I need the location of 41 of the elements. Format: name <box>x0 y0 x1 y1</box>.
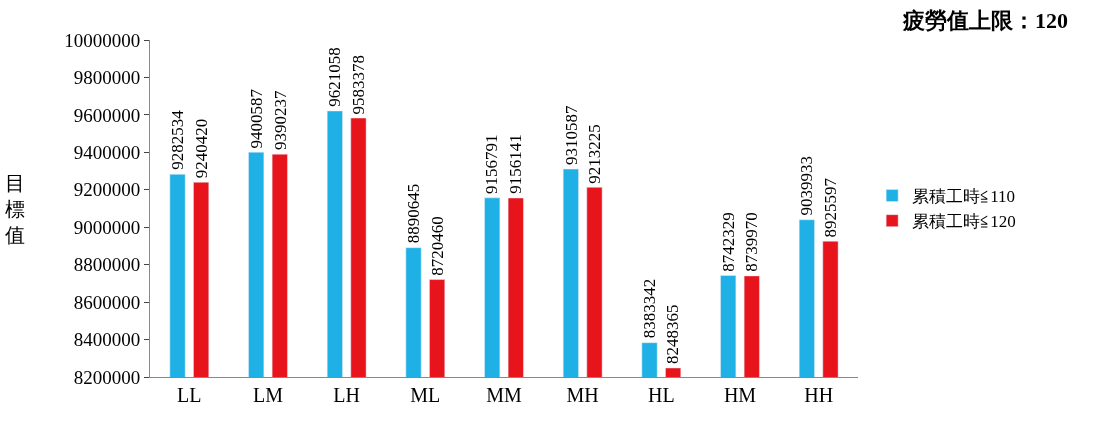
y-tick-label: 8600000 <box>73 291 141 313</box>
legend-label: 累積工時≦120 <box>912 212 1016 232</box>
data-label: 9310587 <box>561 104 581 165</box>
y-tick-label: 9200000 <box>73 179 141 201</box>
y-tick-label: 9600000 <box>73 104 141 126</box>
data-label: 8720460 <box>427 216 447 276</box>
y-tick-label: 10000000 <box>64 29 141 51</box>
text: 疲勞值上限：120 <box>902 8 1068 33</box>
x-tick-label: HM <box>723 384 757 406</box>
x-tick-label: LM <box>253 384 284 406</box>
y-axis-title: 目標值 <box>5 172 25 246</box>
data-label: 9240420 <box>191 118 211 179</box>
x-tick-label: HL <box>647 384 675 406</box>
x-tick-label: ML <box>410 384 441 406</box>
legend-label: 累積工時≦110 <box>912 187 1016 207</box>
data-label: 8248365 <box>663 304 683 365</box>
x-tick-label: LH <box>333 384 361 406</box>
y-tick-label: 8800000 <box>73 254 141 276</box>
data-label: 9621058 <box>324 47 344 107</box>
x-tick-label: MM <box>486 384 522 406</box>
x-tick-label: HH <box>804 384 834 406</box>
data-label: 9282534 <box>168 109 188 170</box>
x-tick-label: LL <box>177 384 202 406</box>
x-tick-label: MH <box>566 384 599 406</box>
data-label: 9156791 <box>482 134 502 195</box>
data-label: 9213225 <box>585 124 605 184</box>
data-label: 8739970 <box>741 212 761 272</box>
y-tick-label: 8400000 <box>73 329 141 351</box>
data-label: 8383342 <box>639 278 659 339</box>
data-label: 8925597 <box>821 177 841 238</box>
y-tick-label: 9000000 <box>73 216 141 238</box>
data-label: 9390237 <box>270 89 290 150</box>
y-tick-label: 9400000 <box>73 141 141 163</box>
data-label: 8890645 <box>403 183 423 244</box>
data-label: 9583378 <box>349 54 369 115</box>
data-label: 9400587 <box>246 88 266 149</box>
data-label: 9156141 <box>505 134 525 194</box>
y-tick-label: 9800000 <box>73 67 141 89</box>
data-label: 9039933 <box>797 156 817 216</box>
y-tick-label: 8200000 <box>73 366 141 388</box>
data-label: 8742329 <box>718 212 738 272</box>
